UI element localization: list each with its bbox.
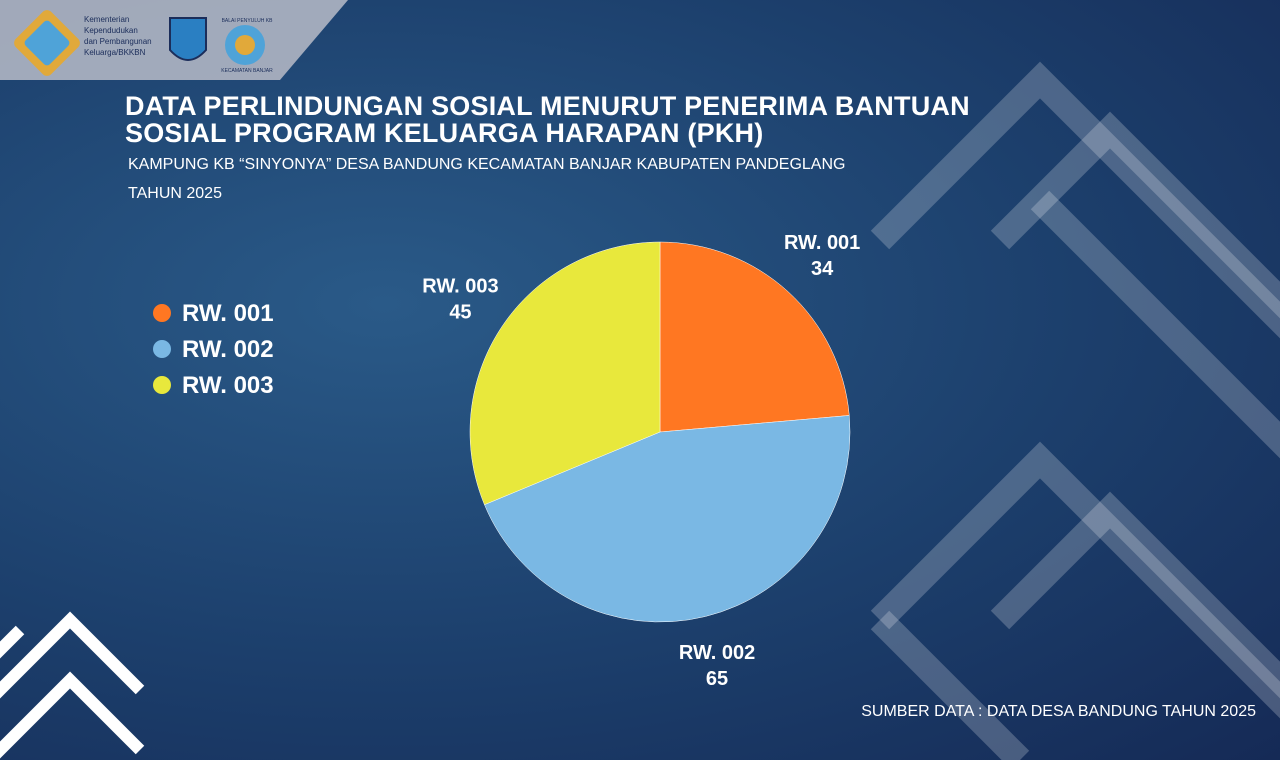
data-label-value: 65 (706, 668, 728, 690)
chart-title: DATA PERLINDUNGAN SOSIAL MENURUT PENERIM… (125, 91, 970, 148)
legend-marker (153, 340, 171, 358)
data-label-name: RW. 002 (679, 642, 755, 664)
legend-label: RW. 001 (182, 300, 274, 327)
corner-decoration (0, 611, 145, 759)
legend-marker (153, 376, 171, 394)
logo-text: Kementerian Kependudukan dan Pembangunan… (84, 15, 154, 57)
logo (14, 10, 265, 76)
data-label-value: 45 (449, 302, 471, 324)
decoration (870, 61, 1280, 760)
badge-text: BALAI PENYULUH KB (222, 18, 274, 24)
logo-line: Kependudukan (84, 26, 138, 35)
legend-marker (153, 304, 171, 322)
legend-label: RW. 002 (182, 336, 274, 363)
source-note: SUMBER DATA : DATA DESA BANDUNG TAHUN 20… (861, 703, 1256, 720)
data-label-name: RW. 001 (784, 232, 860, 254)
data-label-name: RW. 003 (422, 276, 498, 298)
pie-slice (469, 241, 661, 506)
logo-line: Kementerian (84, 15, 129, 24)
legend-label: RW. 003 (182, 372, 274, 399)
badge-text: KECAMATAN BANJAR (221, 68, 273, 74)
logo-line: dan Pembangunan (84, 37, 152, 46)
chart-subtitle: KAMPUNG KB “SINYONYA” DESA BANDUNG KECAM… (128, 156, 846, 173)
logo-line: Keluarga/BKKBN (84, 48, 146, 57)
chart-period: TAHUN 2025 (128, 185, 222, 202)
data-label-value: 34 (811, 258, 834, 280)
pie-slice (659, 241, 850, 433)
